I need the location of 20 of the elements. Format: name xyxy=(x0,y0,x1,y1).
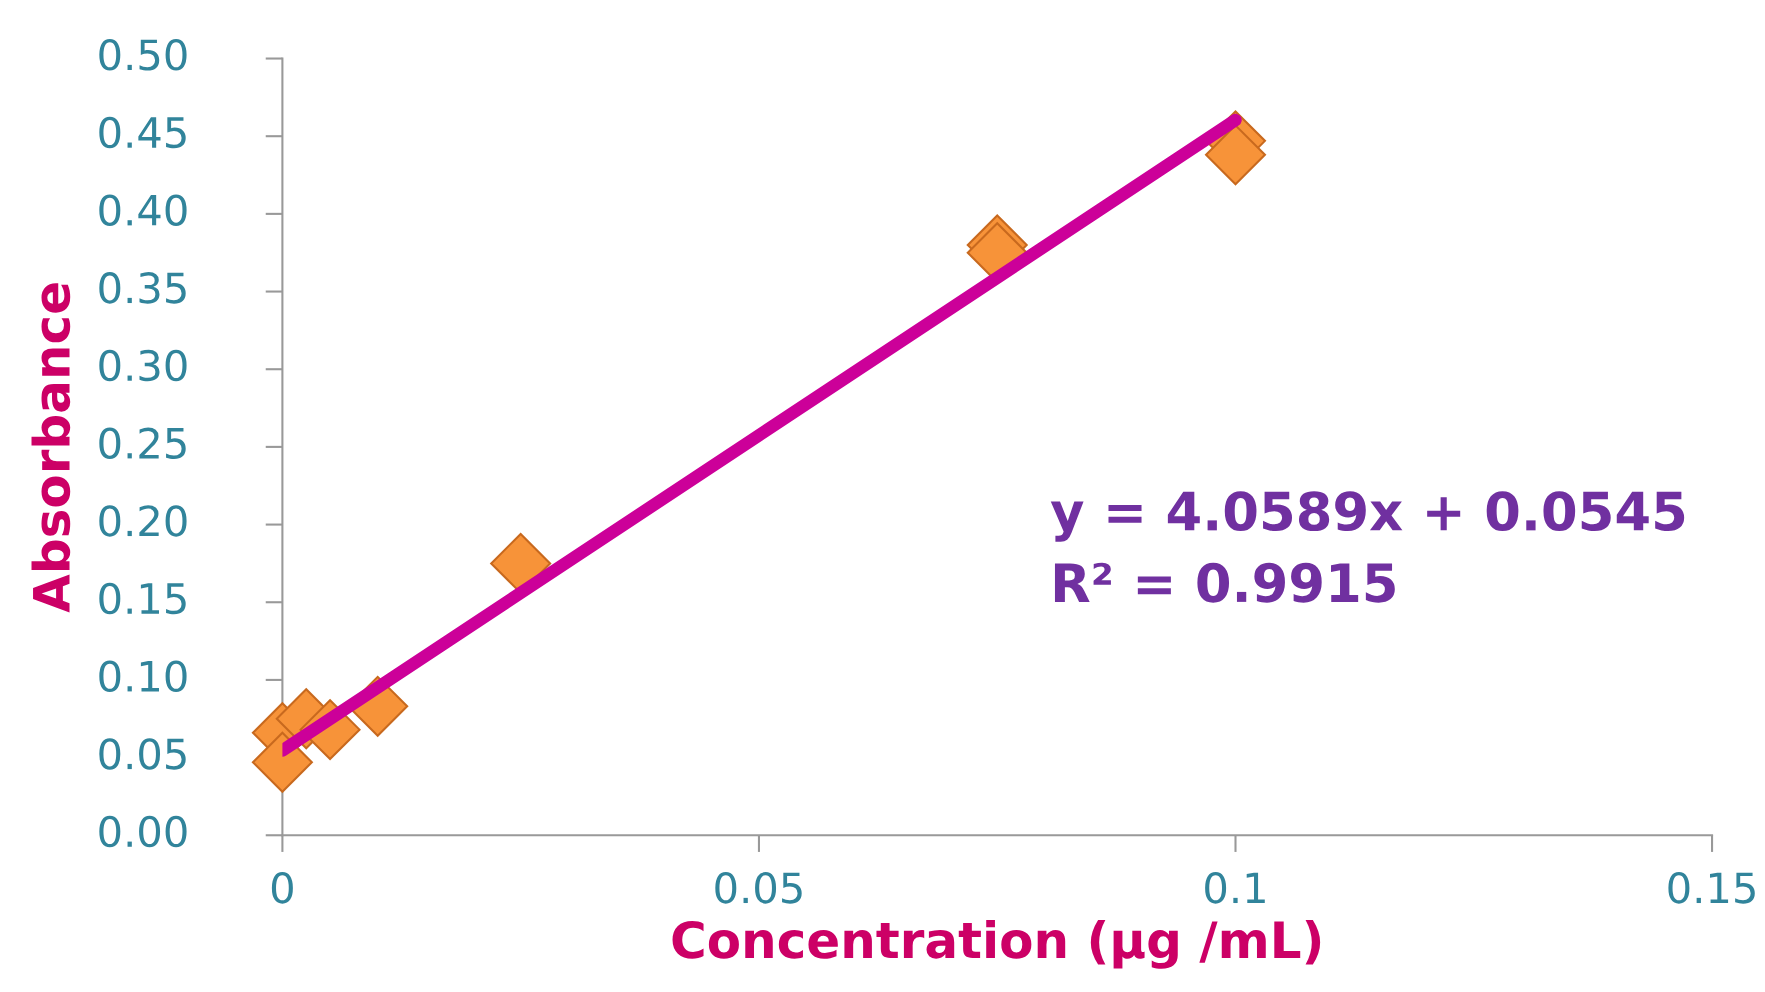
annotation: y = 4.0589x + 0.0545 R² = 0.9915 xyxy=(1050,491,1685,603)
y-tick-label: 0.45 xyxy=(99,116,186,149)
y-tick-label: 0.50 xyxy=(99,39,187,71)
x-tick-label: 0.1 xyxy=(1205,872,1265,904)
y-tick-label: 0.35 xyxy=(99,272,186,304)
point xyxy=(251,731,313,793)
y-tick-label: 0.20 xyxy=(99,505,187,537)
point xyxy=(1205,124,1266,186)
y-tick-label: 0.30 xyxy=(99,349,187,382)
y-tick-label: 0.10 xyxy=(99,660,187,693)
y-tick-label: 0.40 xyxy=(99,194,187,226)
y-tick-label: 0.00 xyxy=(99,815,187,848)
x-axis-title: Concentration (µg /mL) xyxy=(672,920,1321,969)
x-tick-label: 0.15 xyxy=(1668,872,1755,904)
y-axis-title: Absorbance xyxy=(31,283,71,613)
y-tick-label: 0.05 xyxy=(99,738,186,770)
y-tick-label: 0.25 xyxy=(99,427,186,459)
x-tick-label: 0.05 xyxy=(715,872,802,904)
x-tick-label: 0 xyxy=(271,872,293,904)
y-tick-label: 0.15 xyxy=(99,582,186,615)
